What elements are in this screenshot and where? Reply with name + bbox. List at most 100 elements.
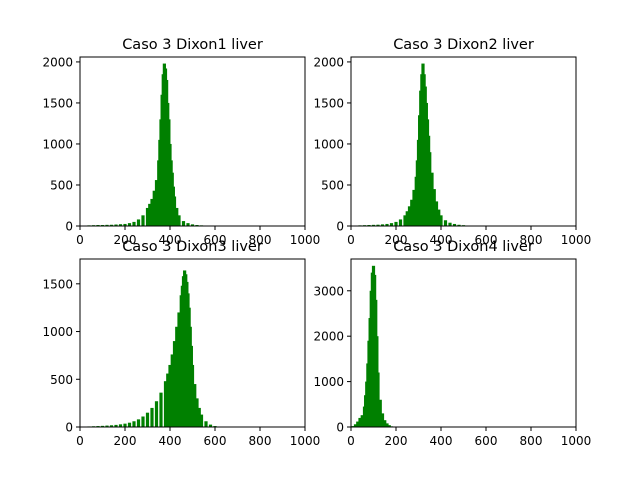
x-tick-label: 600 — [475, 233, 498, 247]
y-tick-label: 1000 — [313, 375, 344, 389]
histogram-bar — [407, 206, 412, 226]
histogram-bar — [136, 419, 141, 427]
histogram-bar — [430, 172, 434, 226]
histogram-bar — [195, 398, 199, 427]
histogram-bar — [428, 152, 432, 226]
histogram-bar — [145, 207, 150, 226]
histogram-bar — [389, 223, 394, 226]
histogram-bar — [177, 215, 181, 226]
histogram-bar — [353, 424, 358, 427]
y-tick-label: 1000 — [42, 325, 73, 339]
y-tick-label: 1500 — [42, 277, 73, 291]
x-tick-label: 600 — [204, 434, 227, 448]
x-tick-label: 200 — [114, 233, 137, 247]
histogram-bar — [439, 215, 443, 226]
histogram-bar — [150, 407, 154, 427]
histogram-4: 0 200 400 600 800 1000 0 1000 2000 3000 Caso 3 Dix… — [313, 239, 591, 448]
x-tick-label: 400 — [159, 434, 182, 448]
histogram-bar — [378, 399, 382, 427]
histogram-bar — [394, 221, 398, 226]
x-tick-label: 400 — [430, 233, 453, 247]
histogram-bar — [127, 223, 132, 226]
x-tick-label: 1000 — [290, 434, 321, 448]
histogram-bar — [163, 381, 168, 427]
histogram-bar — [376, 224, 380, 226]
histogram-2: 0 200 400 600 800 1000 0 500 1000 1500 2000 Caso 3 … — [313, 37, 591, 247]
histogram-bar — [132, 421, 136, 427]
x-tick-label: 800 — [249, 434, 272, 448]
histogram-bar — [410, 199, 414, 226]
histogram-bar — [172, 341, 177, 427]
histogram-bar — [105, 425, 109, 427]
histogram-bar — [358, 417, 362, 427]
histogram-bar — [172, 196, 177, 226]
histogram-bar — [168, 364, 172, 427]
chart-title: Caso 3 Dixon2 liver — [393, 37, 534, 53]
axes-frame — [350, 56, 577, 227]
histogram-bar — [380, 224, 385, 226]
x-tick-label: 400 — [159, 233, 182, 247]
histogram-bar — [360, 415, 364, 427]
y-tick-label: 1000 — [42, 137, 73, 151]
histogram-bar — [105, 224, 109, 226]
histogram-bar — [199, 414, 204, 427]
chart-title: Caso 3 Dixon3 liver — [122, 239, 263, 255]
x-tick-label: 0 — [76, 233, 84, 247]
y-tick-label: 2000 — [42, 55, 73, 69]
y-tick-label: 0 — [65, 220, 73, 234]
x-tick-label: 600 — [204, 233, 227, 247]
histogram-bar — [175, 326, 179, 427]
histogram-bar — [152, 190, 156, 226]
x-tick-label: 1000 — [290, 233, 321, 247]
histogram-bar — [385, 223, 389, 226]
chart-title: Caso 3 Dixon4 liver — [393, 239, 534, 255]
histogram-bar — [181, 221, 186, 226]
y-tick-label: 1500 — [42, 96, 73, 110]
histogram-bar — [123, 223, 127, 226]
histogram-bar — [432, 189, 436, 226]
histogram-bar — [154, 180, 159, 226]
histogram-bar — [148, 203, 152, 226]
histogram-bar — [141, 215, 145, 226]
x-tick-label: 200 — [114, 434, 137, 448]
histogram-bar — [437, 209, 441, 226]
histogram-bar — [398, 219, 403, 226]
axes-frame — [350, 258, 577, 428]
y-tick-label: 3000 — [313, 284, 344, 298]
histogram-bar — [159, 392, 163, 427]
histogram-bar — [197, 407, 201, 427]
histogram-bar — [109, 224, 114, 226]
x-tick-label: 800 — [520, 434, 543, 448]
y-tick-label: 0 — [65, 421, 73, 435]
y-tick-label: 500 — [321, 178, 344, 192]
histogram-bar — [114, 424, 118, 427]
histogram-bar — [193, 384, 197, 427]
y-tick-label: 0 — [336, 220, 344, 234]
histogram-bar — [204, 421, 208, 427]
x-tick-label: 800 — [249, 233, 272, 247]
histogram-bar — [118, 224, 123, 226]
x-tick-label: 1000 — [561, 233, 592, 247]
histogram-bar — [186, 223, 190, 226]
histogram-bar — [150, 198, 154, 226]
histogram-bar — [356, 421, 360, 427]
histogram-bar — [114, 224, 118, 226]
x-tick-label: 0 — [76, 434, 84, 448]
histogram-bar — [412, 189, 416, 226]
y-tick-label: 500 — [50, 373, 73, 387]
histogram-bar — [136, 219, 141, 226]
x-tick-label: 0 — [347, 434, 355, 448]
histogram-bar — [170, 354, 174, 427]
x-tick-label: 800 — [520, 233, 543, 247]
y-tick-label: 500 — [50, 178, 73, 192]
histogram-bar — [371, 224, 376, 226]
histogram-bar — [443, 220, 448, 226]
histogram-bar — [177, 312, 181, 427]
histogram-bar — [118, 424, 123, 427]
histogram-bar — [100, 425, 105, 427]
axes-frame — [79, 56, 306, 227]
histogram-bar — [387, 425, 391, 427]
x-tick-label: 0 — [347, 233, 355, 247]
